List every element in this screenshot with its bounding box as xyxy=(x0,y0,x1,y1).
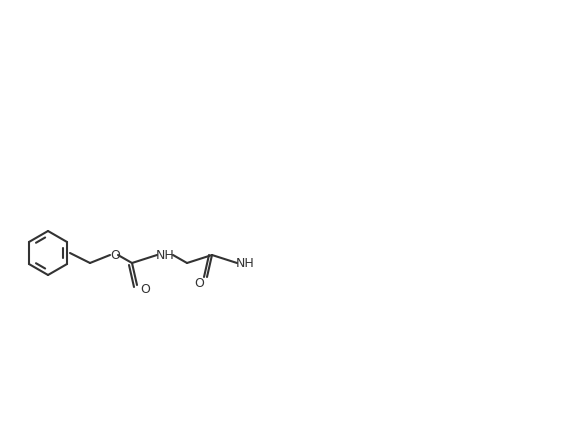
Text: NH: NH xyxy=(236,257,254,269)
Text: O: O xyxy=(140,282,150,296)
Text: O: O xyxy=(110,249,120,261)
Text: O: O xyxy=(194,276,204,290)
Text: NH: NH xyxy=(155,249,175,261)
